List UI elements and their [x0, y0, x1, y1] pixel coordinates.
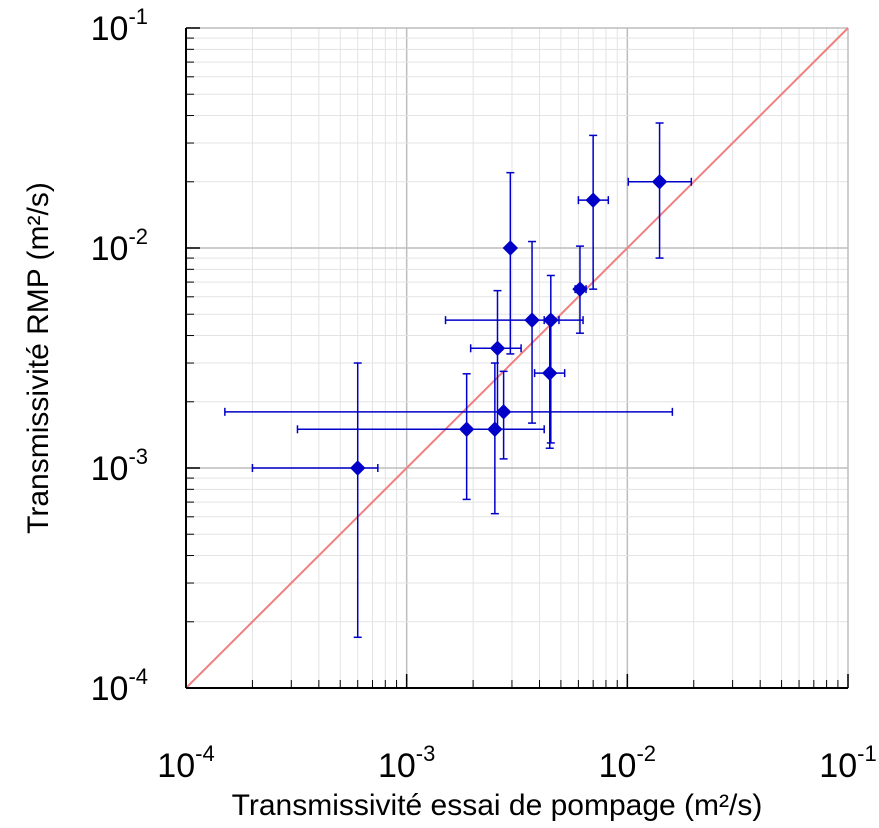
- y-tick-label-base: 10: [91, 450, 129, 488]
- y-tick-label: 10-3: [91, 444, 148, 488]
- data-point: [543, 312, 559, 328]
- y-tick-label-exponent: -3: [128, 444, 148, 469]
- y-tick-label-exponent: -2: [128, 224, 148, 249]
- error-bars: [224, 122, 693, 639]
- grid: [185, 27, 849, 689]
- y-tick-label-base: 10: [91, 670, 129, 708]
- x-tick-label-base: 10: [378, 747, 416, 785]
- data-points: [350, 174, 668, 476]
- x-tick-label: 10-1: [819, 741, 876, 785]
- data-point: [489, 340, 506, 357]
- x-tick-label-base: 10: [157, 747, 195, 785]
- y-axis-title: Transmissivité RMP (m²/s): [22, 182, 55, 534]
- x-tick-labels: 10-4 10-3 10-2 10-1: [157, 741, 876, 785]
- y-tick-label-base: 10: [91, 10, 129, 48]
- one-to-one-line: [185, 27, 849, 689]
- data-point: [350, 460, 366, 476]
- x-tick-label: 10-3: [378, 741, 435, 785]
- data-point: [502, 240, 519, 256]
- x-tick-label: 10-2: [599, 741, 656, 785]
- x-tick-label-base: 10: [819, 747, 857, 785]
- y-tick-label: 10-1: [91, 4, 148, 48]
- y-tick-label-exponent: -4: [128, 664, 148, 689]
- y-tick-label: 10-2: [91, 224, 148, 268]
- data-point: [572, 281, 588, 297]
- x-tick-label-exponent: -2: [636, 741, 656, 766]
- data-point: [585, 192, 601, 208]
- data-point: [495, 404, 512, 420]
- x-tick-label-exponent: -3: [416, 741, 436, 766]
- y-tick-label-base: 10: [91, 230, 129, 268]
- data-point: [487, 421, 503, 437]
- minor-ticks: [185, 27, 849, 689]
- data-point: [458, 421, 475, 437]
- x-tick-label-exponent: -4: [195, 741, 215, 766]
- y-tick-label-exponent: -1: [128, 4, 148, 29]
- x-tick-label: 10-4: [157, 741, 214, 785]
- data-point: [651, 174, 668, 190]
- x-tick-label-base: 10: [599, 747, 637, 785]
- y-tick-label: 10-4: [91, 664, 148, 708]
- data-point: [524, 312, 540, 328]
- data-point: [542, 365, 558, 381]
- x-tick-label-exponent: -1: [857, 741, 877, 766]
- x-axis-title: Transmissivité essai de pompage (m²/s): [232, 789, 763, 822]
- y-tick-labels: 10-410-310-210-1: [91, 4, 148, 708]
